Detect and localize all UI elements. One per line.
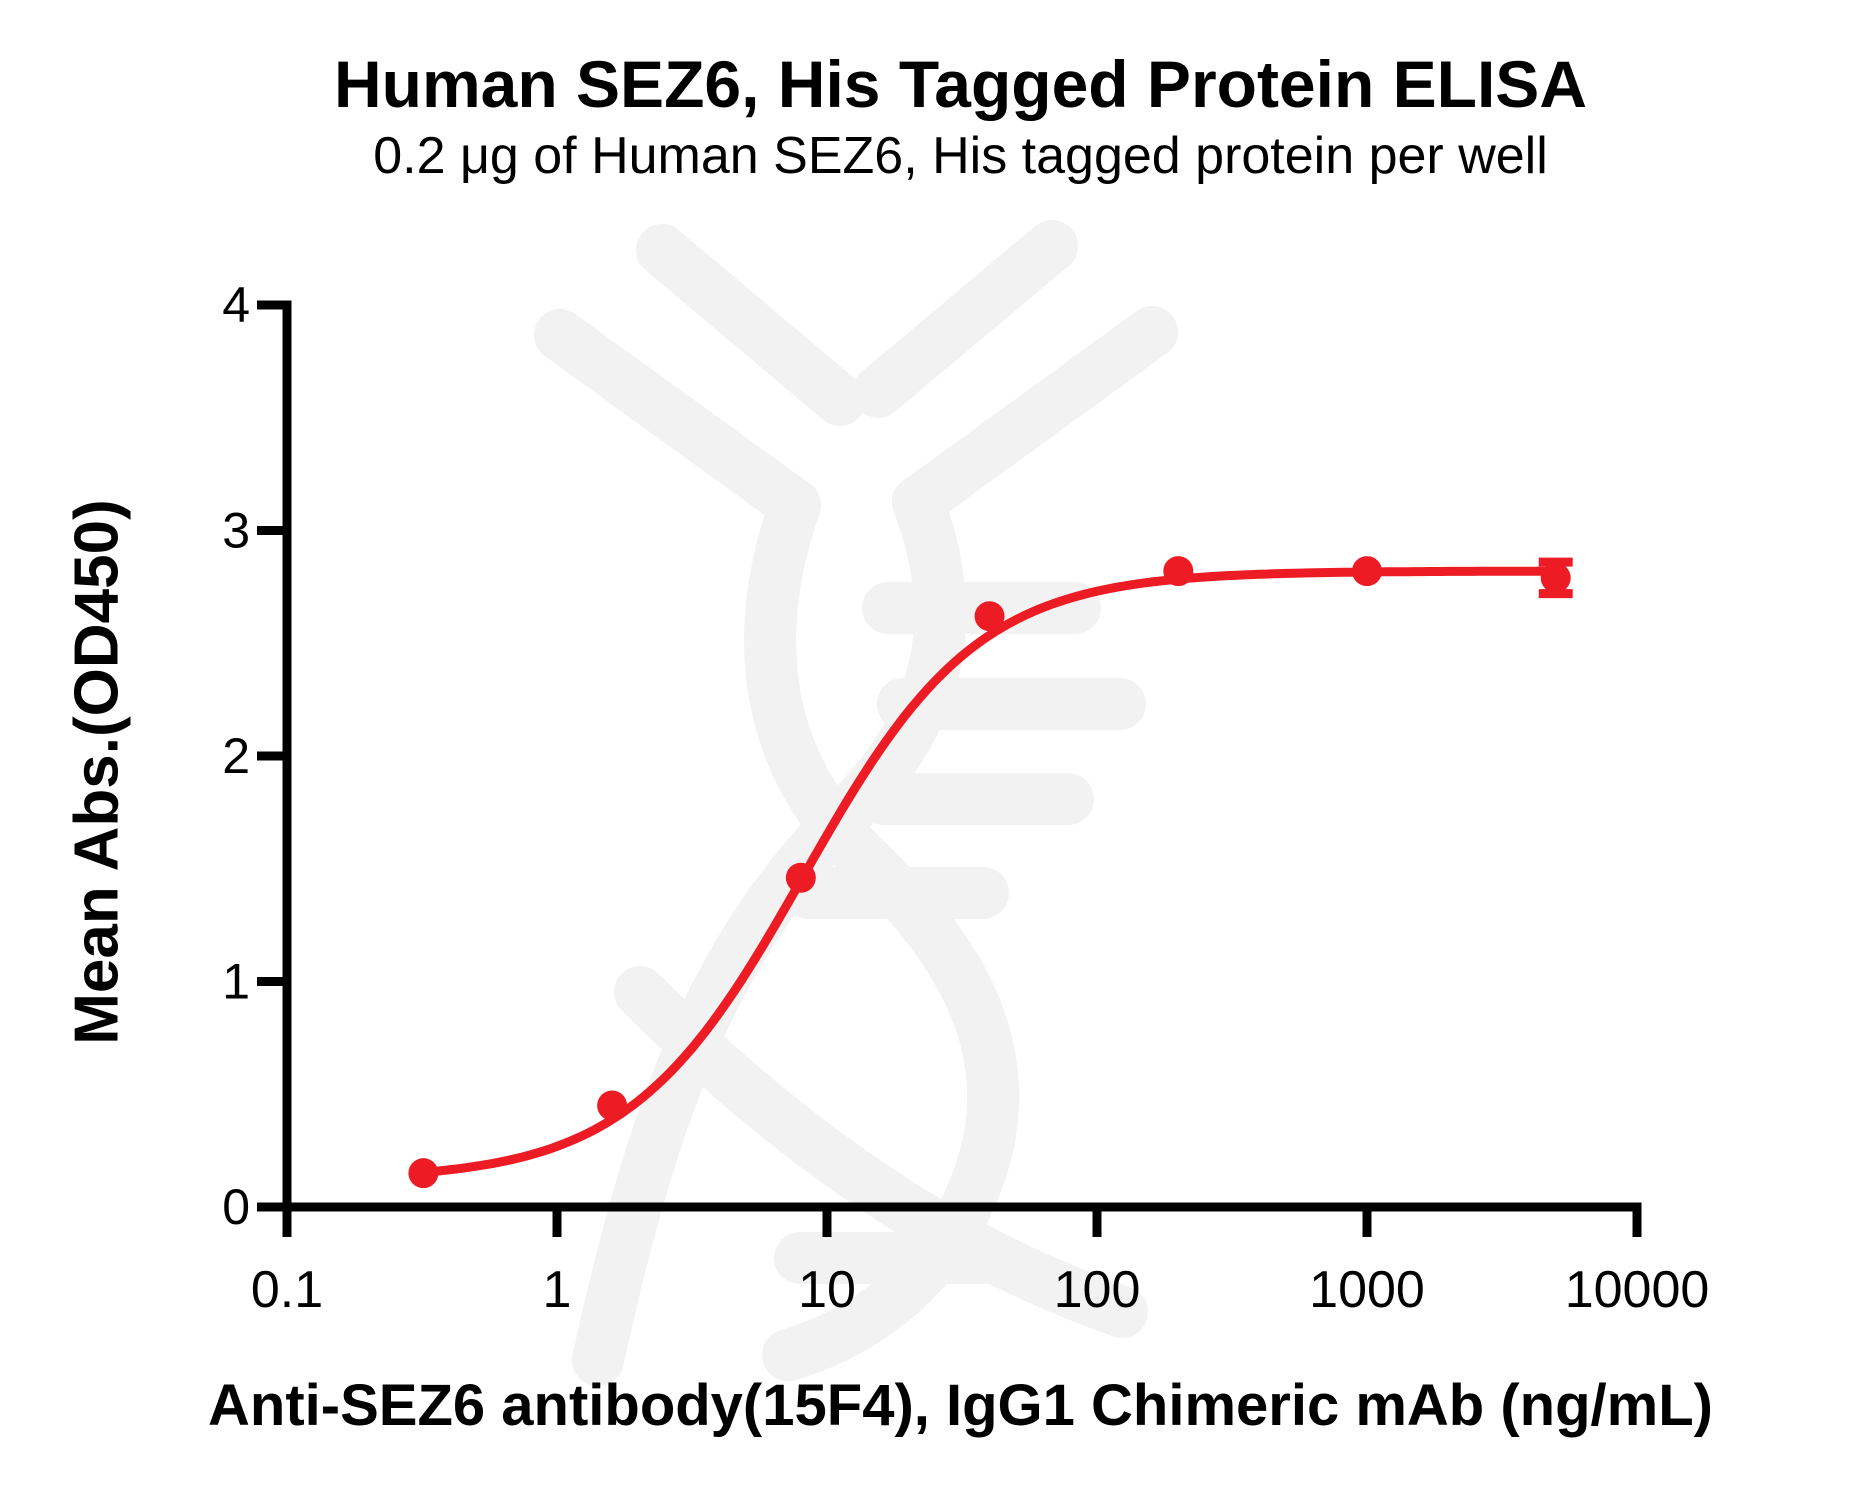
watermark-helix-left-strand: [744, 479, 1020, 1381]
y-tick-label: 3: [222, 503, 250, 559]
data-point-marker: [785, 862, 816, 893]
plot-axes: 0 1 2 3 4 0.1 1 10 100 1000 10000: [222, 277, 1709, 1319]
watermark-right-inner-arm: [852, 220, 1078, 418]
watermark-lower-diagonal: [614, 966, 1148, 1338]
data-point-marker: [1163, 556, 1194, 587]
chart-title: Human SEZ6, His Tagged Protein ELISA: [334, 47, 1587, 121]
chart-subtitle: 0.2 μg of Human SEZ6, His tagged protein…: [373, 127, 1548, 185]
data-point-marker: [597, 1090, 628, 1121]
data-point-marker: [974, 601, 1005, 632]
watermark-left-inner-arm: [636, 224, 866, 426]
x-tick-label: 1000: [1309, 1261, 1425, 1319]
data-point-marker: [1352, 556, 1382, 587]
watermark-left-outer-arm: [534, 309, 821, 531]
x-tick-label: 10000: [1565, 1261, 1710, 1319]
y-tick-label: 1: [222, 954, 250, 1010]
y-tick-label: 2: [222, 728, 250, 784]
y-axis-label: Mean Abs.(OD450): [62, 499, 132, 1045]
x-tick-label: 1: [543, 1261, 572, 1319]
y-tick-label: 4: [222, 277, 250, 333]
x-tick-label: 0.1: [251, 1261, 323, 1319]
data-point-marker: [408, 1158, 439, 1189]
x-axis-label: Anti-SEZ6 antibody(15F4), IgG1 Chimeric …: [208, 1373, 1713, 1438]
watermark-right-outer-arm: [892, 306, 1178, 528]
data-series: [408, 556, 1573, 1189]
y-tick-label: 0: [222, 1179, 250, 1235]
x-tick-label: 100: [1054, 1261, 1141, 1319]
antibody-dna-watermark-logo: [534, 220, 1178, 1386]
data-point-marker: [1540, 562, 1571, 593]
x-tick-label: 10: [798, 1261, 856, 1319]
